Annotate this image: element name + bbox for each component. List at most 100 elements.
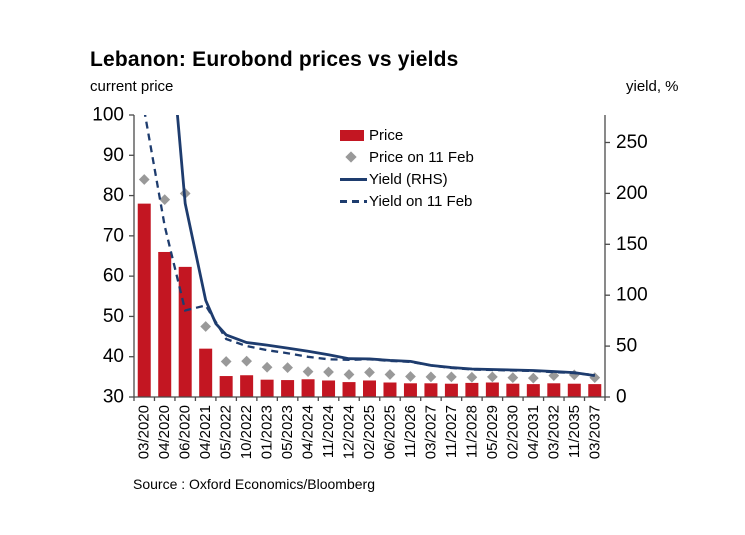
price-feb-diamond	[261, 361, 273, 373]
x-axis-category-label: 03/2027	[422, 405, 439, 459]
source-note: Source : Oxford Economics/Bloomberg	[133, 476, 375, 492]
x-axis-category-label: 11/2027	[443, 405, 460, 458]
price-bar	[383, 382, 397, 397]
dashed-line-swatch	[340, 199, 367, 203]
price-feb-diamond	[364, 367, 375, 378]
x-axis-category-label: 06/2025	[381, 405, 398, 459]
price-bar	[219, 376, 233, 397]
price-bar	[465, 382, 479, 397]
price-feb-diamond	[343, 369, 355, 380]
x-axis-category-label: 11/2028	[463, 405, 480, 458]
price-bar	[199, 348, 213, 397]
legend-item-yield-feb: Yield on 11 Feb	[340, 191, 474, 211]
legend-item-price: Price	[340, 125, 474, 145]
price-bar	[485, 382, 499, 397]
price-feb-diamond	[384, 369, 396, 380]
price-bar	[137, 203, 151, 397]
price-feb-diamond	[446, 371, 457, 383]
right-axis-tick-label: 50	[616, 336, 637, 357]
left-axis-tick-label: 90	[103, 145, 124, 166]
x-axis-category-label: 05/2029	[484, 405, 501, 459]
price-feb-diamond	[425, 371, 437, 383]
dashed-line-icon	[340, 199, 368, 203]
solid-line-swatch	[340, 177, 367, 181]
legend-label: Yield on 11 Feb	[369, 192, 473, 210]
price-bar	[506, 383, 520, 397]
solid-line-icon	[340, 177, 368, 181]
page-title: Lebanon: Eurobond prices vs yields	[90, 48, 459, 71]
diamond-marker-icon	[340, 151, 368, 163]
x-axis-category-label: 12/2024	[341, 405, 358, 459]
price-bar	[526, 384, 540, 397]
left-axis-tick-label: 40	[103, 346, 124, 367]
x-axis-category-label: 04/2024	[300, 405, 317, 459]
price-bar	[363, 380, 376, 397]
right-axis-tick-label: 0	[616, 387, 627, 408]
x-axis-category-label: 04/2020	[156, 405, 173, 459]
price-feb-diamond	[466, 371, 478, 383]
left-axis-tick-label: 80	[103, 185, 124, 206]
x-axis-category-label: 05/2022	[218, 405, 235, 459]
x-axis-category-label: 10/2022	[238, 405, 255, 459]
x-axis-category-label: 03/2020	[136, 405, 153, 459]
legend-item-yield: Yield (RHS)	[340, 169, 474, 189]
price-feb-diamond	[220, 356, 232, 367]
price-bar	[547, 383, 561, 397]
right-axis-tick-label: 250	[616, 132, 648, 153]
price-feb-diamond	[323, 366, 334, 378]
right-axis-tick-label: 150	[616, 234, 648, 255]
legend-label: Price	[369, 126, 404, 144]
price-feb-diamond	[200, 321, 212, 332]
price-bar-swatch-icon	[340, 129, 368, 141]
price-bar	[403, 383, 417, 397]
left-axis-tick-label: 100	[92, 105, 124, 126]
legend-item-price-feb: Price on 11 Feb	[340, 147, 474, 167]
diamond-swatch	[345, 151, 357, 163]
price-bar	[281, 380, 295, 397]
x-axis-category-label: 11/2024	[320, 405, 337, 458]
price-bar	[444, 383, 458, 397]
price-bar	[342, 382, 356, 397]
x-axis-category-label: 11/2026	[402, 405, 419, 458]
price-bar	[301, 379, 315, 397]
left-axis-tick-label: 50	[103, 306, 124, 327]
right-axis-tick-label: 100	[616, 285, 648, 306]
price-feb-diamond	[486, 371, 498, 383]
x-axis-category-label: 11/2035	[566, 405, 583, 458]
price-bar	[322, 380, 336, 397]
price-bar	[178, 266, 192, 397]
price-feb-diamond	[241, 355, 253, 367]
yield-feb-line	[143, 115, 595, 377]
x-axis-category-label: 02/2030	[504, 405, 521, 459]
price-feb-diamond	[405, 371, 416, 382]
left-axis-title: current price	[90, 78, 174, 95]
legend-label: Price on 11 Feb	[369, 148, 474, 166]
price-feb-diamond	[527, 372, 539, 384]
x-axis-category-label: 06/2020	[177, 405, 194, 459]
price-feb-diamond	[507, 372, 519, 384]
price-feb-diamond	[302, 366, 314, 377]
x-axis-category-label: 04/2021	[197, 405, 214, 459]
left-axis-tick-label: 70	[103, 225, 124, 246]
price-bar	[260, 379, 274, 397]
price-bar	[158, 251, 172, 397]
price-feb-diamond	[282, 362, 293, 373]
right-axis-title: yield, %	[626, 78, 679, 95]
chart-legend: Price Price on 11 Feb Yield (RHS) Yield …	[340, 125, 474, 211]
price-bar	[588, 384, 602, 397]
left-axis-tick-label: 30	[103, 387, 124, 408]
bar-swatch	[340, 129, 364, 141]
price-bar	[567, 383, 581, 397]
x-axis-category-label: 05/2023	[279, 405, 296, 459]
price-bar	[424, 383, 438, 397]
price-bar	[240, 375, 254, 397]
x-axis-category-label: 03/2037	[586, 405, 603, 459]
x-axis-category-label: 01/2023	[259, 405, 276, 459]
x-axis-category-label: 02/2025	[361, 405, 378, 459]
left-axis-tick-label: 60	[103, 266, 124, 287]
legend-label: Yield (RHS)	[369, 170, 448, 188]
price-feb-diamond	[138, 174, 150, 185]
price-feb-diamond	[159, 194, 171, 205]
